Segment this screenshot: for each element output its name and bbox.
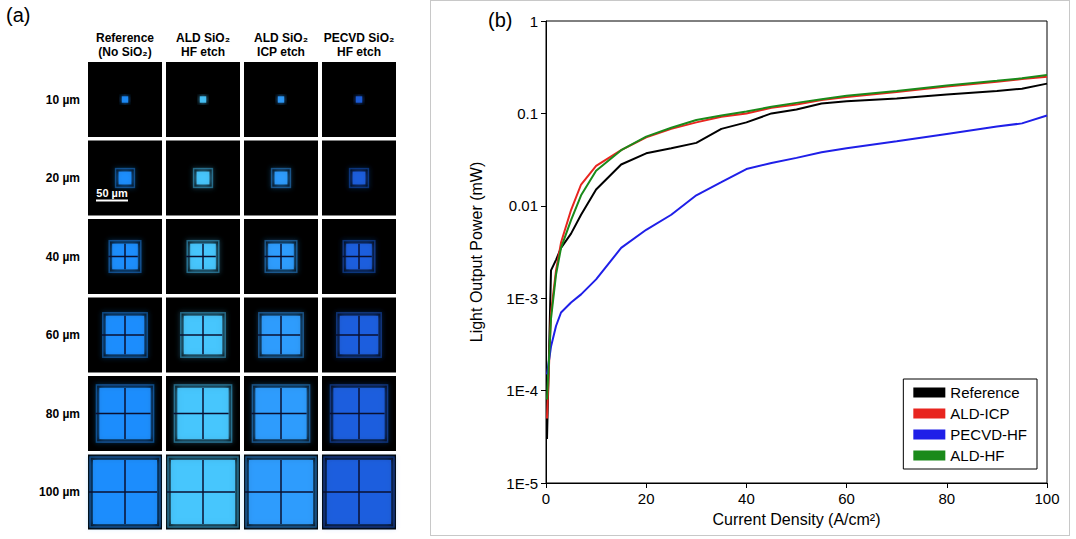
svg-text:0: 0 <box>542 490 550 507</box>
svg-text:20: 20 <box>638 490 655 507</box>
svg-text:(a): (a) <box>6 4 30 26</box>
svg-text:ALD SiO₂: ALD SiO₂ <box>176 31 230 45</box>
svg-text:0.01: 0.01 <box>509 197 538 214</box>
svg-text:80: 80 <box>938 490 955 507</box>
svg-text:1E-5: 1E-5 <box>506 475 538 492</box>
svg-text:40 µm: 40 µm <box>46 250 80 264</box>
svg-text:HF etch: HF etch <box>337 45 381 59</box>
svg-text:10 µm: 10 µm <box>46 93 80 107</box>
svg-text:HF etch: HF etch <box>181 45 225 59</box>
svg-text:0.1: 0.1 <box>517 105 538 122</box>
svg-text:Reference: Reference <box>96 31 154 45</box>
svg-text:1E-3: 1E-3 <box>506 290 538 307</box>
svg-text:Reference: Reference <box>950 384 1019 401</box>
svg-text:100: 100 <box>1034 490 1059 507</box>
svg-text:ALD SiO₂: ALD SiO₂ <box>254 31 308 45</box>
svg-text:Current Density (A/cm²): Current Density (A/cm²) <box>712 511 880 528</box>
svg-text:60: 60 <box>838 490 855 507</box>
svg-text:100 µm: 100 µm <box>39 485 80 499</box>
svg-text:20 µm: 20 µm <box>46 171 80 185</box>
svg-text:(b): (b) <box>488 9 512 31</box>
svg-text:ICP etch: ICP etch <box>257 45 305 59</box>
svg-text:40: 40 <box>738 490 755 507</box>
svg-text:1E-4: 1E-4 <box>506 382 538 399</box>
svg-text:PECVD-HF: PECVD-HF <box>950 426 1027 443</box>
svg-text:Light Output Power (mW): Light Output Power (mW) <box>468 162 485 343</box>
svg-text:80 µm: 80 µm <box>46 407 80 421</box>
svg-text:ALD-HF: ALD-HF <box>950 447 1004 464</box>
svg-text:PECVD SiO₂: PECVD SiO₂ <box>324 31 395 45</box>
svg-text:50 µm: 50 µm <box>96 187 128 199</box>
svg-text:ALD-ICP: ALD-ICP <box>950 405 1009 422</box>
svg-text:60 µm: 60 µm <box>46 328 80 342</box>
svg-text:1: 1 <box>530 13 538 30</box>
svg-text:(No SiO₂): (No SiO₂) <box>98 45 151 59</box>
